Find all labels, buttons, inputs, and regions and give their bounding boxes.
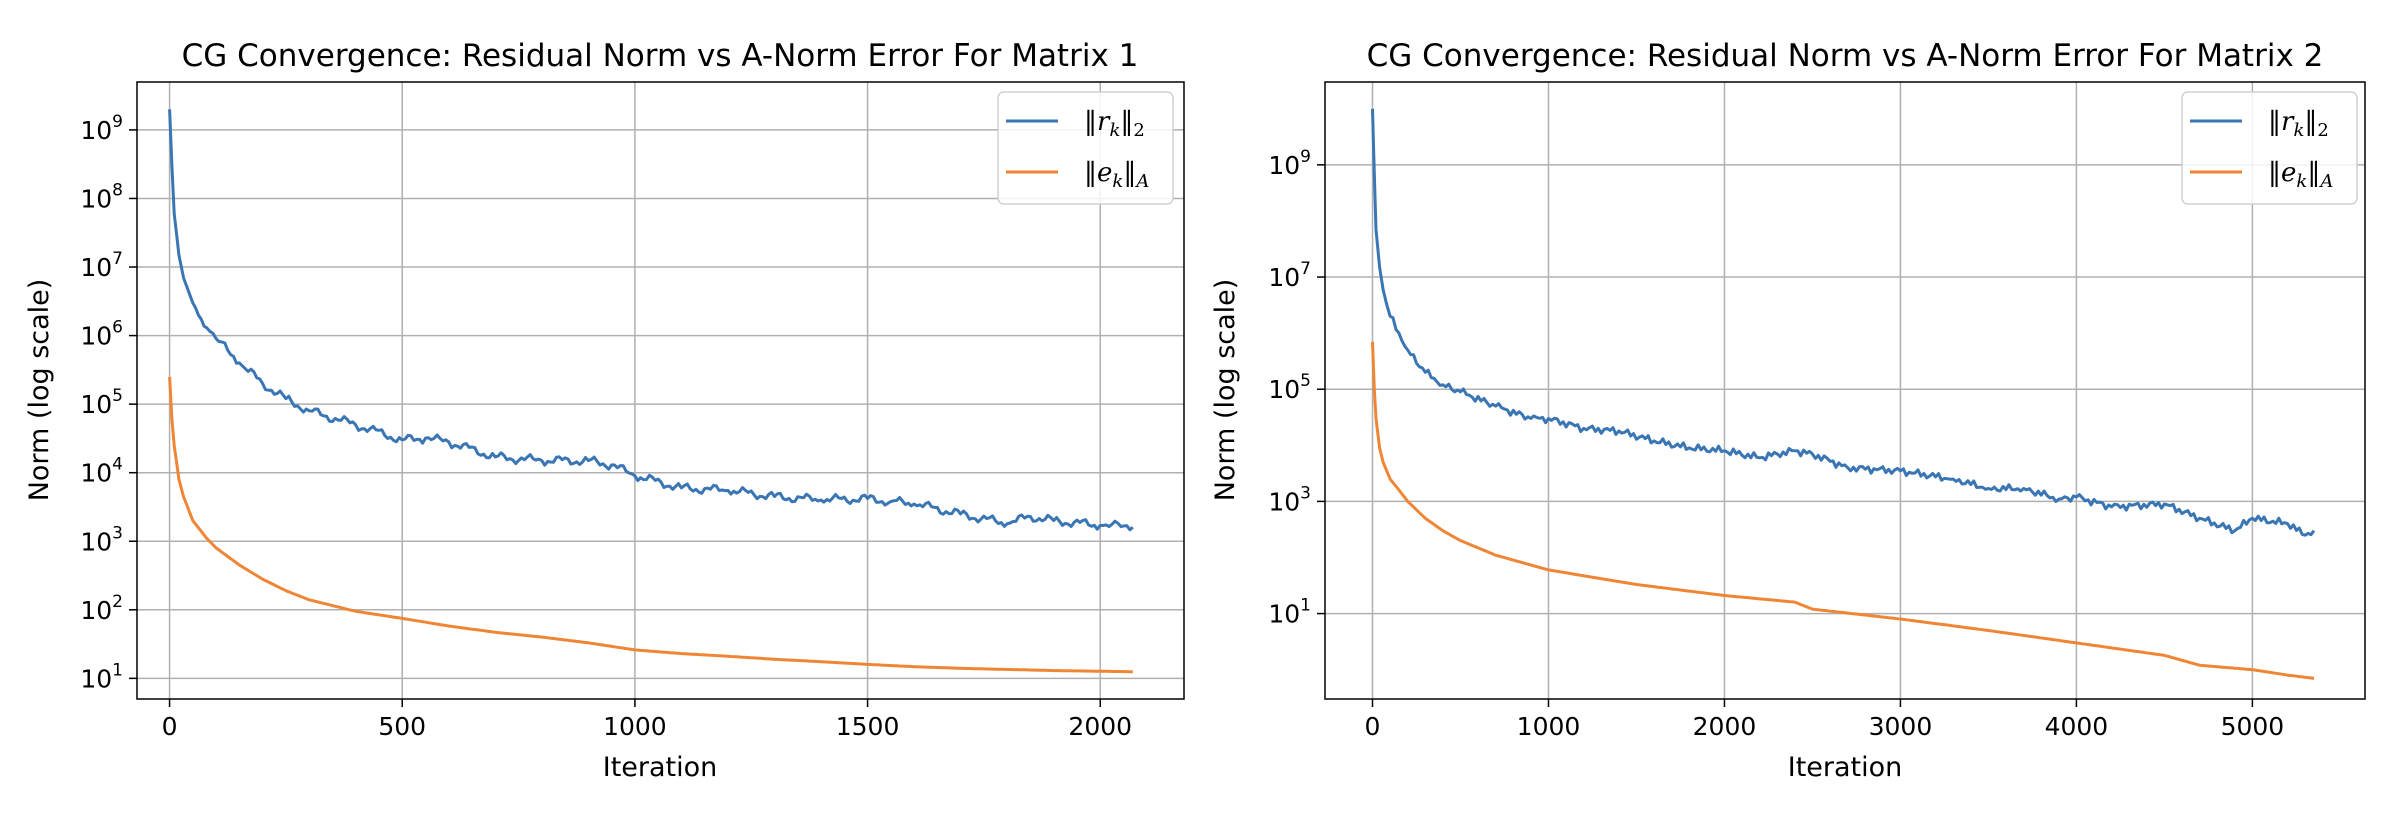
chart-1-ylabel: Norm (log scale) — [24, 279, 55, 502]
chart-2-legend: ‖rk‖2 ‖ek‖A — [2181, 91, 2358, 205]
x-tick-label: 0 — [162, 712, 178, 741]
chart-2-series — [1371, 108, 2316, 680]
y-tick-label: 106 — [80, 318, 123, 351]
y-tick-label: 101 — [1268, 596, 1311, 629]
y-tick-label: 105 — [80, 386, 123, 419]
a-norm-error-line — [168, 376, 1133, 674]
x-tick-label: 0 — [1365, 712, 1381, 741]
x-tick-label: 1000 — [603, 712, 667, 741]
chart-2-xlabel: Iteration — [1788, 752, 1903, 783]
y-tick-label: 103 — [80, 523, 123, 556]
chart-1-axes-frame — [136, 81, 1185, 700]
x-tick-label: 1500 — [836, 712, 900, 741]
y-tick-label: 105 — [1268, 371, 1311, 404]
x-tick-label: 2000 — [1693, 712, 1757, 741]
x-tick-label: 1000 — [1517, 712, 1581, 741]
chart-2-axes-frame — [1324, 81, 2366, 700]
y-tick-label: 101 — [80, 660, 123, 693]
y-tick-label: 108 — [80, 180, 123, 213]
x-tick-label: 500 — [378, 712, 426, 741]
chart-1-legend-error: ‖ek‖A — [1084, 158, 1149, 192]
chart-2: CG Convergence: Residual Norm vs A-Norm … — [1210, 38, 2366, 783]
chart-1-legend: ‖rk‖2 ‖ek‖A — [997, 91, 1174, 205]
chart-2-ticks: 0 1000 2000 3000 4000 5000 101 103 105 107 109 — [1268, 147, 2284, 741]
x-tick-label: 4000 — [2045, 712, 2109, 741]
chart-2-grid — [1325, 82, 2365, 699]
chart-1: CG Convergence: Residual Norm vs A-Norm … — [24, 38, 1185, 783]
y-tick-label: 109 — [1268, 147, 1311, 180]
y-tick-label: 102 — [80, 592, 123, 625]
y-tick-label: 103 — [1268, 483, 1311, 516]
chart-1-title: CG Convergence: Residual Norm vs A-Norm … — [182, 38, 1139, 74]
a-norm-error-line — [1371, 341, 2315, 680]
y-tick-label: 107 — [1268, 259, 1311, 292]
residual-norm-line — [168, 109, 1134, 532]
chart-1-xlabel: Iteration — [603, 752, 718, 783]
chart-1-series — [168, 109, 1134, 674]
x-tick-label: 3000 — [1869, 712, 1933, 741]
x-tick-label: 2000 — [1068, 712, 1132, 741]
y-tick-label: 104 — [80, 455, 123, 488]
residual-norm-line — [1371, 108, 2316, 537]
chart-2-title: CG Convergence: Residual Norm vs A-Norm … — [1367, 38, 2324, 74]
x-tick-label: 5000 — [2221, 712, 2285, 741]
y-tick-label: 109 — [80, 112, 123, 145]
y-tick-label: 107 — [80, 249, 123, 282]
chart-2-ylabel: Norm (log scale) — [1210, 279, 1241, 502]
